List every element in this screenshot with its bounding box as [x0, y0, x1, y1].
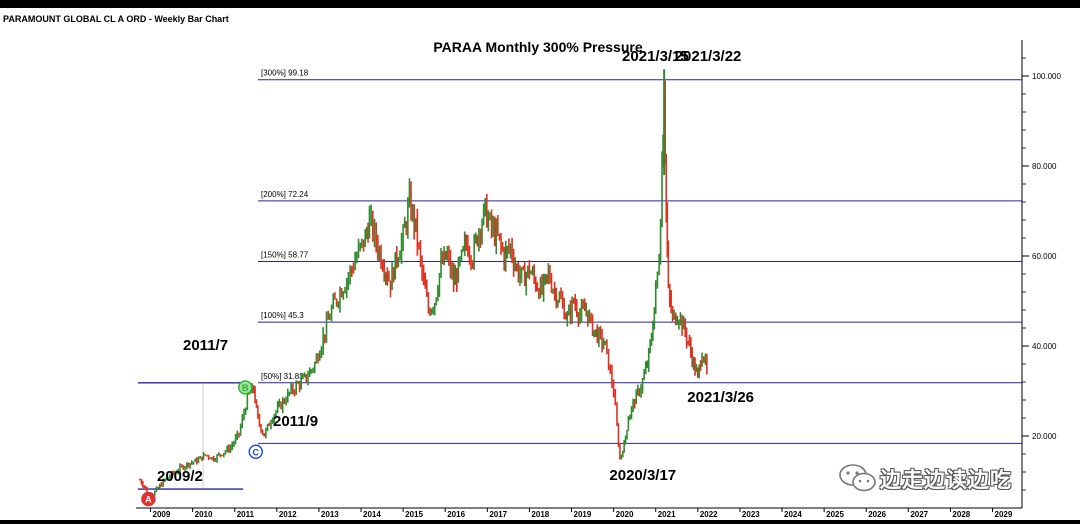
x-tick-label: 2027 — [910, 510, 928, 519]
point-marker-a — [141, 491, 156, 507]
point-date-label: 2011/9 — [273, 413, 318, 430]
level-label: [300%] 99.18 — [261, 69, 309, 78]
point-date-label: 2009/2 — [157, 468, 203, 485]
level-label: [50%] 31.83 — [261, 372, 304, 381]
wechat-icon — [839, 464, 876, 492]
x-tick-label: 2029 — [995, 510, 1013, 519]
level-label: [200%] 72.24 — [261, 190, 309, 199]
chart-window-title: PARAMOUNT GLOBAL CL A ORD - Weekly Bar C… — [3, 14, 229, 24]
date-annotation: 2020/3/17 — [609, 467, 676, 484]
x-tick-label: 2015 — [405, 510, 423, 519]
point-marker-c — [248, 444, 263, 459]
x-tick-label: 2021 — [658, 510, 676, 519]
x-tick-label: 2013 — [321, 510, 339, 519]
y-tick-label: 100.000 — [1032, 72, 1061, 81]
y-tick-label: 20.000 — [1032, 432, 1057, 441]
x-tick-label: 2011 — [237, 510, 255, 519]
point-marker-b — [238, 380, 253, 395]
x-tick-label: 2020 — [616, 510, 634, 519]
x-tick-label: 2019 — [574, 510, 592, 519]
point-letter-a: A — [145, 495, 152, 505]
x-tick-label: 2025 — [826, 510, 844, 519]
y-tick-label: 40.000 — [1032, 342, 1057, 351]
x-tick-label: 2017 — [489, 510, 507, 519]
x-tick-label: 2023 — [742, 510, 760, 519]
x-tick-label: 2018 — [531, 510, 549, 519]
chart-title: PARAA Monthly 300% Pressure — [433, 39, 642, 55]
watermark-text: 边走边读边吃 — [880, 468, 1012, 492]
point-letter-b: B — [242, 383, 249, 393]
point-letter-c: C — [253, 447, 260, 457]
y-tick-label: 80.000 — [1032, 162, 1057, 171]
date-annotation: 2021/3/26 — [687, 389, 754, 406]
level-label: [100%] 45.3 — [261, 311, 304, 320]
x-tick-label: 2026 — [868, 510, 886, 519]
chart-background — [0, 8, 1080, 520]
date-annotation: 2021/3/22 — [675, 48, 742, 65]
y-tick-label: 60.000 — [1032, 252, 1057, 261]
level-label: [150%] 58.77 — [261, 251, 309, 260]
x-tick-label: 2010 — [195, 510, 213, 519]
x-tick-label: 2012 — [279, 510, 297, 519]
x-tick-label: 2009 — [153, 510, 171, 519]
x-tick-label: 2022 — [700, 510, 718, 519]
x-tick-label: 2028 — [952, 510, 970, 519]
x-tick-label: 2016 — [447, 510, 465, 519]
date-annotation: 2021/3/15 — [622, 48, 689, 65]
x-tick-label: 2024 — [784, 510, 802, 519]
x-tick-label: 2014 — [363, 510, 381, 519]
watermark: 边走边读边吃 — [838, 460, 1068, 500]
point-date-label: 2011/7 — [183, 337, 228, 354]
